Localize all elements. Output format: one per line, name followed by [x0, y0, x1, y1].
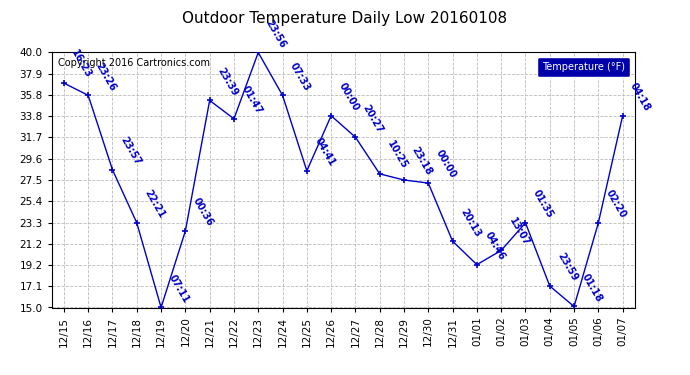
Text: 00:36: 00:36	[191, 196, 215, 228]
Legend: Temperature (°F): Temperature (°F)	[538, 57, 630, 77]
Text: 23:59: 23:59	[555, 252, 580, 283]
Text: 10:25: 10:25	[385, 139, 409, 171]
Text: 07:33: 07:33	[288, 61, 313, 93]
Text: 01:18: 01:18	[580, 272, 604, 304]
Text: Outdoor Temperature Daily Low 20160108: Outdoor Temperature Daily Low 20160108	[182, 11, 508, 26]
Text: 23:56: 23:56	[264, 18, 288, 50]
Text: 01:47: 01:47	[239, 84, 264, 116]
Text: 23:18: 23:18	[410, 145, 434, 177]
Text: 00:00: 00:00	[434, 148, 458, 180]
Text: 00:00: 00:00	[337, 81, 361, 113]
Text: 01:35: 01:35	[531, 188, 555, 220]
Text: 07:11: 07:11	[166, 273, 191, 305]
Text: 22:21: 22:21	[142, 188, 166, 220]
Text: 20:13: 20:13	[458, 207, 482, 238]
Text: 13:07: 13:07	[506, 216, 531, 248]
Text: 20:27: 20:27	[361, 102, 385, 134]
Text: 23:39: 23:39	[215, 66, 239, 98]
Text: 04:41: 04:41	[313, 136, 337, 168]
Text: 02:20: 02:20	[604, 188, 628, 220]
Text: 04:18: 04:18	[628, 81, 653, 113]
Text: 04:46: 04:46	[482, 230, 506, 262]
Text: Copyright 2016 Cartronics.com: Copyright 2016 Cartronics.com	[57, 58, 210, 68]
Text: 16:23: 16:23	[70, 48, 94, 80]
Text: 23:26: 23:26	[94, 61, 118, 93]
Text: 23:57: 23:57	[118, 135, 142, 167]
